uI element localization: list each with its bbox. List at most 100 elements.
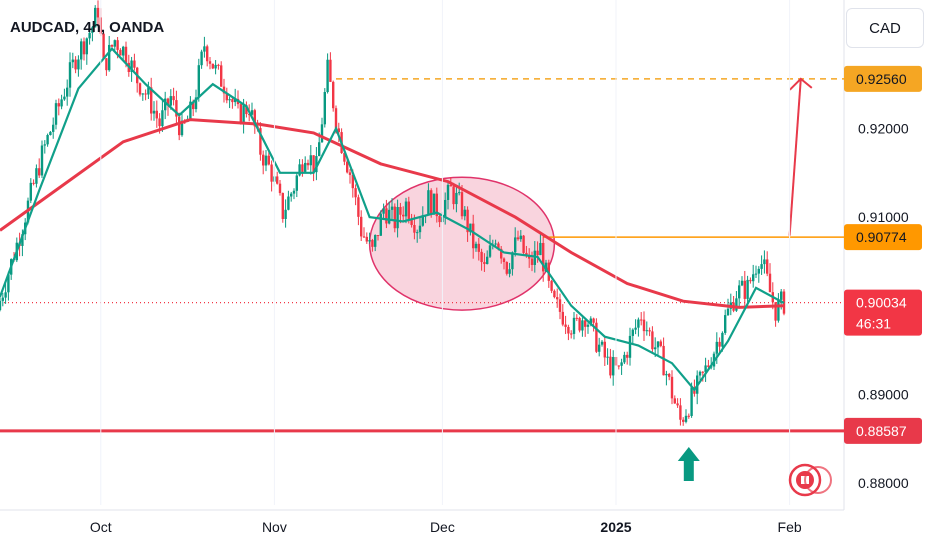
candle-body [374, 235, 377, 247]
candle-body [320, 124, 324, 143]
candle-body [133, 60, 136, 68]
candle-body [250, 110, 254, 115]
candle-body [718, 341, 721, 347]
candle-body [455, 192, 458, 205]
tradingview-logo[interactable] [788, 463, 832, 497]
candle-body [679, 405, 682, 420]
candle-body [623, 354, 626, 363]
candle-body [385, 208, 388, 224]
x-tick-label: Dec [430, 519, 455, 535]
candle-body [43, 144, 46, 146]
candle-body [166, 98, 170, 106]
candle-body [164, 98, 167, 111]
candle-body [404, 201, 408, 217]
candle-body [399, 206, 402, 215]
candle-body [348, 172, 352, 175]
candle-body [740, 280, 744, 286]
candle-body [777, 299, 780, 321]
candle-body [640, 319, 643, 321]
candle-body [752, 274, 755, 282]
candle-body [724, 315, 727, 333]
candle-body [1, 297, 5, 301]
candle-body [66, 87, 69, 97]
candle-body [670, 376, 674, 399]
candle-body [80, 41, 83, 60]
candle-body [292, 190, 296, 194]
candle-body [155, 110, 158, 119]
candle-body [659, 341, 662, 346]
last-price-badge-bg [844, 289, 922, 336]
candle-body [662, 345, 665, 376]
candle-body [110, 44, 114, 47]
candle-body [497, 243, 500, 249]
candle-body [40, 145, 44, 176]
candle-body [536, 250, 539, 256]
candle-body [388, 209, 391, 224]
candle-body [368, 240, 371, 242]
candle-body [57, 103, 60, 107]
candle-body [337, 128, 340, 133]
candle-body [259, 128, 262, 155]
candle-body [721, 332, 724, 347]
candle-body [4, 292, 7, 298]
candle-body [362, 236, 366, 238]
candle-body [203, 46, 206, 52]
x-tick-label: 2025 [600, 519, 631, 535]
candle-body [743, 280, 746, 299]
support-price-badge: 0.88587 [856, 423, 907, 439]
candle-body [528, 255, 531, 259]
candle-body [21, 234, 24, 246]
candle-body [161, 110, 164, 127]
candle-body [757, 268, 760, 274]
candle-body [449, 184, 452, 187]
candle-body [82, 41, 86, 55]
candle-body [29, 182, 32, 201]
last-price-badge: 0.90034 [856, 295, 907, 311]
currency-button[interactable]: CAD [846, 8, 924, 48]
candle-body [304, 162, 307, 172]
candle-body [620, 362, 623, 366]
candle-body [309, 155, 312, 166]
candle-body [222, 86, 226, 94]
candle-body [390, 206, 394, 210]
candle-body [334, 108, 338, 129]
candle-body [0, 300, 2, 311]
target-price-badge: 0.92560 [856, 71, 907, 87]
candle-body [651, 331, 654, 350]
candle-body [217, 64, 220, 66]
candle-body [276, 176, 279, 184]
candle-body [102, 33, 105, 59]
candle-body [438, 216, 441, 223]
candle-body [530, 258, 534, 265]
candle-body [343, 153, 346, 162]
candle-body [63, 96, 66, 100]
x-tick-label: Nov [262, 519, 287, 535]
candle-body [242, 105, 245, 124]
candle-body [124, 46, 128, 63]
symbol-title[interactable]: AUDCAD, 4h, OANDA [10, 19, 165, 36]
target-arrow-head-icon [789, 77, 813, 91]
candle-body [416, 232, 419, 234]
candle-body [152, 110, 156, 114]
candle-body [172, 96, 175, 101]
candle-body [208, 61, 212, 64]
candle-body [180, 120, 184, 136]
candle-body [74, 59, 77, 70]
candle-body [726, 308, 730, 316]
candle-body [550, 280, 553, 291]
candle-body [228, 99, 231, 101]
candle-body [60, 99, 63, 107]
candle-body [609, 356, 612, 376]
candle-body [329, 59, 332, 82]
candle-body [642, 319, 646, 332]
candle-body [542, 242, 545, 272]
candle-body [360, 216, 363, 237]
candle-body [231, 99, 234, 103]
candle-body [376, 235, 380, 237]
candle-body [402, 214, 405, 217]
candle-body [508, 269, 511, 274]
candle-body [766, 259, 769, 274]
candle-body [628, 335, 632, 358]
candle-body [595, 322, 598, 352]
